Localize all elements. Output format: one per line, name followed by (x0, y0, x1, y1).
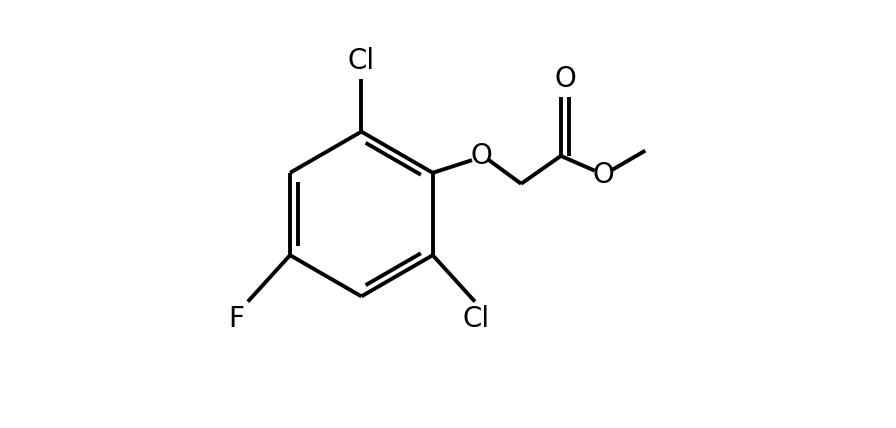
Text: Cl: Cl (462, 305, 489, 333)
Text: Cl: Cl (348, 48, 375, 75)
Text: F: F (228, 305, 245, 333)
Text: O: O (592, 161, 614, 189)
Text: O: O (555, 65, 576, 92)
Text: O: O (470, 142, 492, 170)
